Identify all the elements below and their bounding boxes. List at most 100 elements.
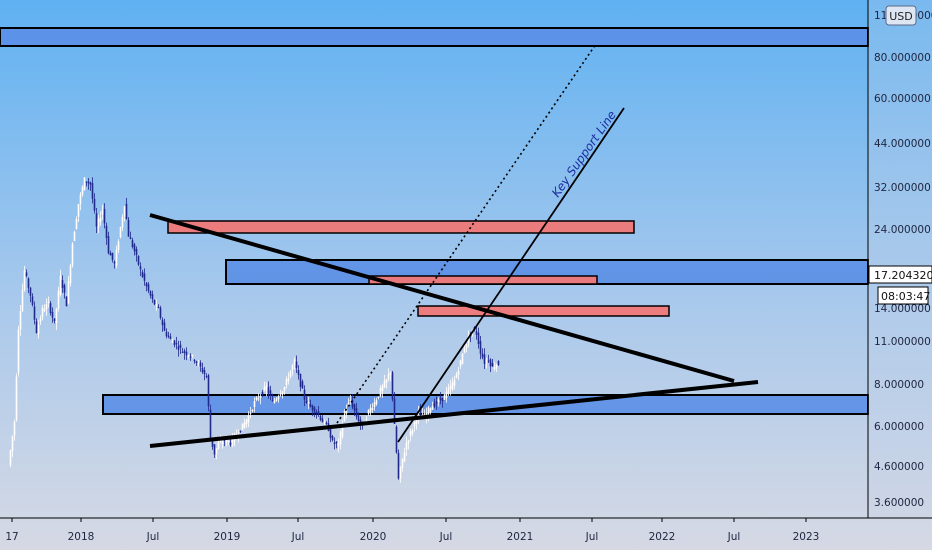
candle-body xyxy=(391,372,394,400)
candle-body xyxy=(147,284,150,291)
currency-badge[interactable] xyxy=(885,5,917,26)
candle-body xyxy=(121,216,124,228)
time-tick-label: 2021 xyxy=(507,531,534,543)
candle-body xyxy=(477,332,480,344)
candle-body xyxy=(195,361,198,364)
candle-body xyxy=(49,303,52,314)
candle-body xyxy=(157,307,160,309)
candle-body xyxy=(103,209,106,224)
candle-body xyxy=(15,376,18,421)
candle-body xyxy=(429,408,432,413)
candle-body xyxy=(97,218,100,228)
candle-body xyxy=(87,181,90,184)
price-tick-label: 32.000000 xyxy=(874,182,931,194)
candle-body xyxy=(179,344,182,348)
candle-body xyxy=(27,278,30,288)
candle-body xyxy=(217,442,220,450)
ascending-trendline xyxy=(149,380,759,448)
candle-body xyxy=(119,227,122,238)
candle-body xyxy=(401,458,404,468)
zones-layer xyxy=(0,27,869,415)
candle-body xyxy=(481,353,484,358)
candle-body xyxy=(377,396,380,398)
candle-body xyxy=(131,240,134,248)
candle-body xyxy=(89,182,92,185)
candle-body xyxy=(107,236,110,254)
candle-body xyxy=(405,442,408,450)
candle-body xyxy=(365,419,368,421)
price-tick-label: 14.000000 xyxy=(874,303,931,315)
candle-body xyxy=(435,401,438,404)
candle-body xyxy=(299,374,302,387)
candle-body xyxy=(471,329,474,331)
candle-body xyxy=(357,415,360,421)
candle-body xyxy=(253,401,256,408)
candle-body xyxy=(45,304,48,310)
candle-body xyxy=(393,398,396,424)
candle-body xyxy=(75,219,78,229)
candle-body xyxy=(145,282,148,287)
price-tick-label: 4.600000 xyxy=(874,461,924,473)
candle-body xyxy=(483,354,486,364)
candle-body xyxy=(11,435,14,452)
candle-body xyxy=(33,306,36,320)
candle-body xyxy=(111,252,114,260)
candle-body xyxy=(287,378,290,381)
candle-body xyxy=(349,400,352,402)
candle-body xyxy=(289,370,292,378)
candle-body xyxy=(371,408,374,410)
candle-body xyxy=(297,370,300,375)
candle-body xyxy=(443,394,446,400)
candle-body xyxy=(79,194,82,204)
candle-body xyxy=(183,350,186,354)
candle-body xyxy=(67,281,70,304)
candle-body xyxy=(175,343,178,345)
candle-body xyxy=(185,351,188,356)
candle-body xyxy=(61,280,64,289)
candle-body xyxy=(421,414,424,416)
price-tick-label: 8.000000 xyxy=(874,379,924,391)
candle-body xyxy=(259,395,262,398)
candle-body xyxy=(269,390,272,396)
candle-body xyxy=(279,394,282,396)
candle-body xyxy=(387,374,390,380)
candle-body xyxy=(105,225,108,238)
candle-body xyxy=(77,203,80,217)
time-axis: 17 2018 Jul 2019 Jul 2020 Jul 2021 Jul 2022 Jul 202… xyxy=(5,518,819,543)
candle-body xyxy=(25,272,28,276)
candle-body xyxy=(307,402,310,404)
candle-body xyxy=(395,426,398,453)
candle-body xyxy=(445,391,448,398)
candle-body xyxy=(41,307,44,318)
candle-body xyxy=(37,324,40,335)
candle-body xyxy=(63,285,66,293)
candle-body xyxy=(19,311,22,330)
candle-body xyxy=(137,255,140,265)
candle-body xyxy=(167,335,170,337)
candle-body xyxy=(347,402,350,407)
time-tick-label: 2018 xyxy=(68,531,95,543)
candle-body xyxy=(293,359,296,366)
candle-body xyxy=(135,248,138,256)
candle-body xyxy=(353,404,356,411)
candle-body xyxy=(225,439,228,443)
candle-body xyxy=(475,331,478,335)
candle-body xyxy=(379,388,382,397)
resistance-zone xyxy=(417,305,670,317)
candle-body xyxy=(479,341,482,354)
candle-body xyxy=(383,380,386,388)
candle-body xyxy=(351,399,354,408)
candle-body xyxy=(277,396,280,400)
candle-body xyxy=(467,335,470,344)
candle-body xyxy=(457,370,460,375)
candle-body xyxy=(465,343,468,348)
candle-body xyxy=(51,311,54,318)
candle-body xyxy=(133,244,136,252)
candle-body xyxy=(69,265,72,284)
candle-body xyxy=(249,412,252,414)
candle-body xyxy=(13,421,16,436)
price-tick-label: 60.000000 xyxy=(874,93,931,105)
candle-body xyxy=(321,418,324,423)
candle-body xyxy=(303,389,306,400)
candle-body xyxy=(369,407,372,413)
